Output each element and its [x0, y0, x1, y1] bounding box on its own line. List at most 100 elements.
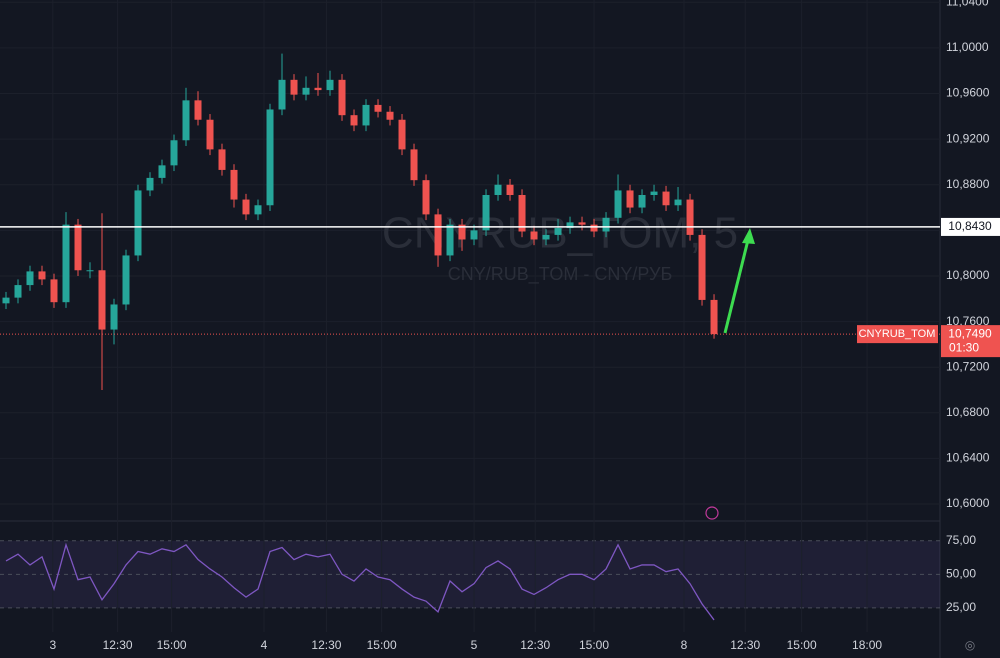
- x-tick-label: 12:30: [730, 638, 760, 652]
- symbol-label: CNYRUB_TOM: [859, 328, 936, 340]
- candle-body: [398, 119, 406, 150]
- x-tick-label: 15:00: [579, 638, 609, 652]
- candle-body: [686, 199, 694, 235]
- candle-body: [518, 195, 526, 232]
- candle-body: [38, 271, 46, 280]
- candle-body: [590, 224, 598, 232]
- watermark-subtitle: CNY/RUB_TOM - CNY/РУБ: [448, 264, 673, 285]
- last-price-label: 10,7490: [948, 326, 992, 340]
- candle-body: [578, 222, 586, 225]
- candle-body: [698, 234, 706, 300]
- candle-body: [446, 224, 454, 256]
- x-tick-label: 15:00: [157, 638, 187, 652]
- candle-body: [266, 109, 274, 206]
- candle-body: [278, 79, 286, 110]
- candle-body: [338, 79, 346, 116]
- candle-body: [470, 230, 478, 240]
- candle-body: [230, 169, 238, 200]
- candle-body: [326, 79, 334, 91]
- candle-body: [566, 222, 574, 229]
- candle-body: [302, 87, 310, 95]
- y-tick-label: 75,00: [946, 533, 976, 547]
- candle-body: [386, 111, 394, 120]
- y-tick-label: 10,6000: [946, 496, 990, 510]
- candle-body: [674, 199, 682, 206]
- rsi-line: [5, 542, 715, 621]
- candle-body: [98, 270, 106, 330]
- candle-body: [350, 115, 358, 126]
- candle-body: [710, 299, 718, 335]
- symbol-tag: [857, 325, 938, 344]
- y-tick-label: 10,8000: [946, 268, 990, 282]
- candle-body: [650, 191, 658, 195]
- candle-body: [362, 104, 370, 126]
- candle-body: [530, 231, 538, 240]
- event-icon[interactable]: [705, 506, 719, 520]
- y-tick-label: 10,7200: [946, 359, 990, 373]
- candle-body: [542, 234, 550, 240]
- candle-body: [14, 285, 22, 298]
- x-tick-label: 12:30: [103, 638, 133, 652]
- candle-body: [602, 217, 610, 232]
- x-tick-label: 18:00: [852, 638, 882, 652]
- candle-body: [50, 279, 58, 303]
- candle-body: [458, 224, 466, 240]
- candle-body: [74, 224, 82, 271]
- candle-body: [314, 87, 322, 91]
- candle-body: [242, 199, 250, 215]
- candle-body: [26, 271, 34, 286]
- x-tick-label: 15:00: [787, 638, 817, 652]
- candle-body: [122, 255, 130, 305]
- candle-body: [170, 140, 178, 166]
- x-tick-label: 12:30: [520, 638, 550, 652]
- candle-body: [506, 184, 514, 195]
- candle-body: [482, 195, 490, 231]
- horizontal-line-label: 10,8430: [948, 219, 992, 233]
- candle-body: [194, 100, 202, 120]
- y-tick-label: 11,0400: [946, 0, 989, 8]
- candle-body: [422, 180, 430, 215]
- candle-body: [614, 190, 622, 218]
- arrow-head: [742, 228, 755, 244]
- candle-body: [434, 214, 442, 256]
- rsi-band: [0, 540, 940, 608]
- candle-body: [146, 177, 154, 191]
- x-tick-label: 3: [49, 638, 56, 652]
- x-tick-label: 5: [471, 638, 478, 652]
- candle-body: [554, 228, 562, 235]
- candle-body: [638, 195, 646, 208]
- y-tick-label: 11,0000: [946, 40, 989, 54]
- candle-body: [410, 149, 418, 181]
- y-tick-label: 10,7600: [946, 314, 990, 328]
- candle-body: [158, 165, 166, 178]
- x-tick-label: 4: [261, 638, 268, 652]
- y-tick-label: 10,6800: [946, 405, 990, 419]
- candle-body: [254, 205, 262, 215]
- y-tick-label: 10,9600: [946, 86, 990, 100]
- y-tick-label: 10,9200: [946, 131, 990, 145]
- candle-body: [110, 304, 118, 330]
- annotation-arrow: [723, 228, 755, 334]
- settings-icon[interactable]: ◎: [965, 638, 975, 652]
- candle-body: [86, 270, 94, 272]
- y-tick-label: 10,6400: [946, 451, 990, 465]
- candle-body: [626, 190, 634, 208]
- candle-body: [182, 100, 190, 141]
- candle-body: [2, 297, 10, 304]
- countdown-label: 01:30: [949, 340, 979, 354]
- y-tick-label: 10,8800: [946, 177, 990, 191]
- y-tick-label: 50,00: [946, 566, 976, 580]
- candle-body: [374, 104, 382, 112]
- horizontal-line-tag: [941, 217, 1000, 236]
- candle-body: [494, 184, 502, 195]
- x-tick-label: 15:00: [367, 638, 397, 652]
- candle-body: [134, 190, 142, 256]
- x-tick-label: 8: [681, 638, 688, 652]
- arrow-shaft: [723, 239, 750, 334]
- candle-body: [206, 119, 214, 150]
- x-tick-label: 12:30: [311, 638, 341, 652]
- candle-body: [218, 149, 226, 170]
- candle-body: [662, 191, 670, 206]
